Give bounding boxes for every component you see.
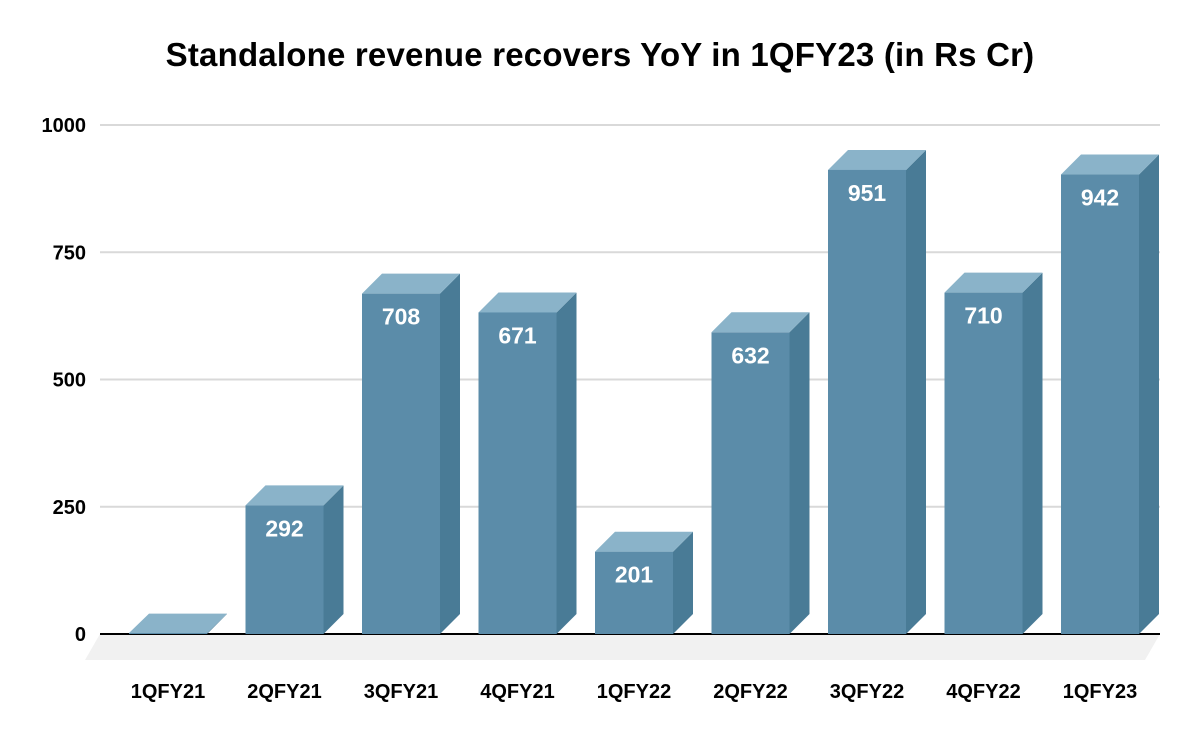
x-axis-label: 1QFY23 bbox=[1063, 681, 1137, 703]
bar-value-label: 942 bbox=[1081, 185, 1119, 211]
bar-front-face bbox=[595, 551, 673, 634]
bar-top-face bbox=[129, 613, 227, 633]
bar-1QFY23: 942 bbox=[1061, 154, 1159, 634]
bar-value-label: 671 bbox=[498, 322, 537, 348]
bar-4QFY21: 671 bbox=[478, 292, 577, 634]
bar-1QFY21 bbox=[129, 613, 227, 634]
x-axis-label: 3QFY21 bbox=[364, 681, 438, 703]
bar-side-face bbox=[207, 613, 227, 634]
x-axis-label: 4QFY21 bbox=[480, 681, 554, 703]
bar-value-label: 292 bbox=[265, 515, 303, 541]
bar-front-face bbox=[478, 312, 557, 634]
bar-1QFY22: 201 bbox=[595, 531, 693, 634]
y-axis-label: 250 bbox=[53, 497, 86, 519]
y-axis-label: 1000 bbox=[42, 115, 87, 137]
bar-value-label: 710 bbox=[964, 303, 1002, 329]
bar-value-label: 201 bbox=[615, 562, 654, 588]
bar-front-face bbox=[129, 633, 207, 634]
x-axis-label: 2QFY21 bbox=[247, 681, 321, 703]
bar-front-face bbox=[944, 292, 1023, 634]
bar-top-face bbox=[944, 272, 1043, 293]
bar-front-face bbox=[1061, 174, 1139, 634]
y-axis-label: 500 bbox=[53, 370, 86, 392]
bar-side-face bbox=[440, 273, 460, 634]
bar-side-face bbox=[789, 312, 810, 634]
y-axis-label: 750 bbox=[53, 242, 86, 264]
bar-2QFY21: 292 bbox=[245, 485, 344, 634]
bar-top-face bbox=[711, 312, 810, 333]
bar-top-face bbox=[828, 149, 926, 170]
bar-front-face bbox=[828, 169, 906, 635]
bar-value-label: 951 bbox=[848, 180, 887, 206]
bar-side-face bbox=[1139, 154, 1159, 634]
bar-value-label: 708 bbox=[382, 304, 421, 330]
bar-front-face bbox=[245, 505, 324, 634]
bar-side-face bbox=[906, 149, 926, 635]
bar-front-face bbox=[711, 332, 790, 634]
bar-side-face bbox=[673, 531, 693, 634]
chart-title: Standalone revenue recovers YoY in 1QFY2… bbox=[165, 36, 1035, 73]
y-axis-label: 0 bbox=[75, 624, 86, 646]
bar-top-face bbox=[1061, 154, 1159, 175]
bar-side-face bbox=[323, 485, 344, 634]
bar-side-face bbox=[556, 292, 577, 634]
x-axis-label: 3QFY22 bbox=[830, 681, 904, 703]
bar-3QFY21: 708 bbox=[362, 273, 460, 634]
x-axis-label: 4QFY22 bbox=[946, 681, 1020, 703]
bar-value-label: 632 bbox=[731, 342, 769, 368]
bar-top-face bbox=[245, 485, 344, 506]
bar-2QFY22: 632 bbox=[711, 312, 810, 634]
bar-3QFY22: 951 bbox=[828, 149, 926, 635]
x-axis-label: 2QFY22 bbox=[713, 681, 787, 703]
x-axis-label: 1QFY22 bbox=[597, 681, 671, 703]
bar-top-face bbox=[362, 273, 460, 294]
x-axis-label: 1QFY21 bbox=[131, 681, 205, 703]
bar-top-face bbox=[478, 292, 577, 313]
bar-front-face bbox=[362, 293, 440, 634]
chart-floor bbox=[85, 634, 1160, 660]
bar-side-face bbox=[1022, 272, 1043, 634]
bar-4QFY22: 710 bbox=[944, 272, 1043, 634]
bar-top-face bbox=[595, 531, 693, 552]
